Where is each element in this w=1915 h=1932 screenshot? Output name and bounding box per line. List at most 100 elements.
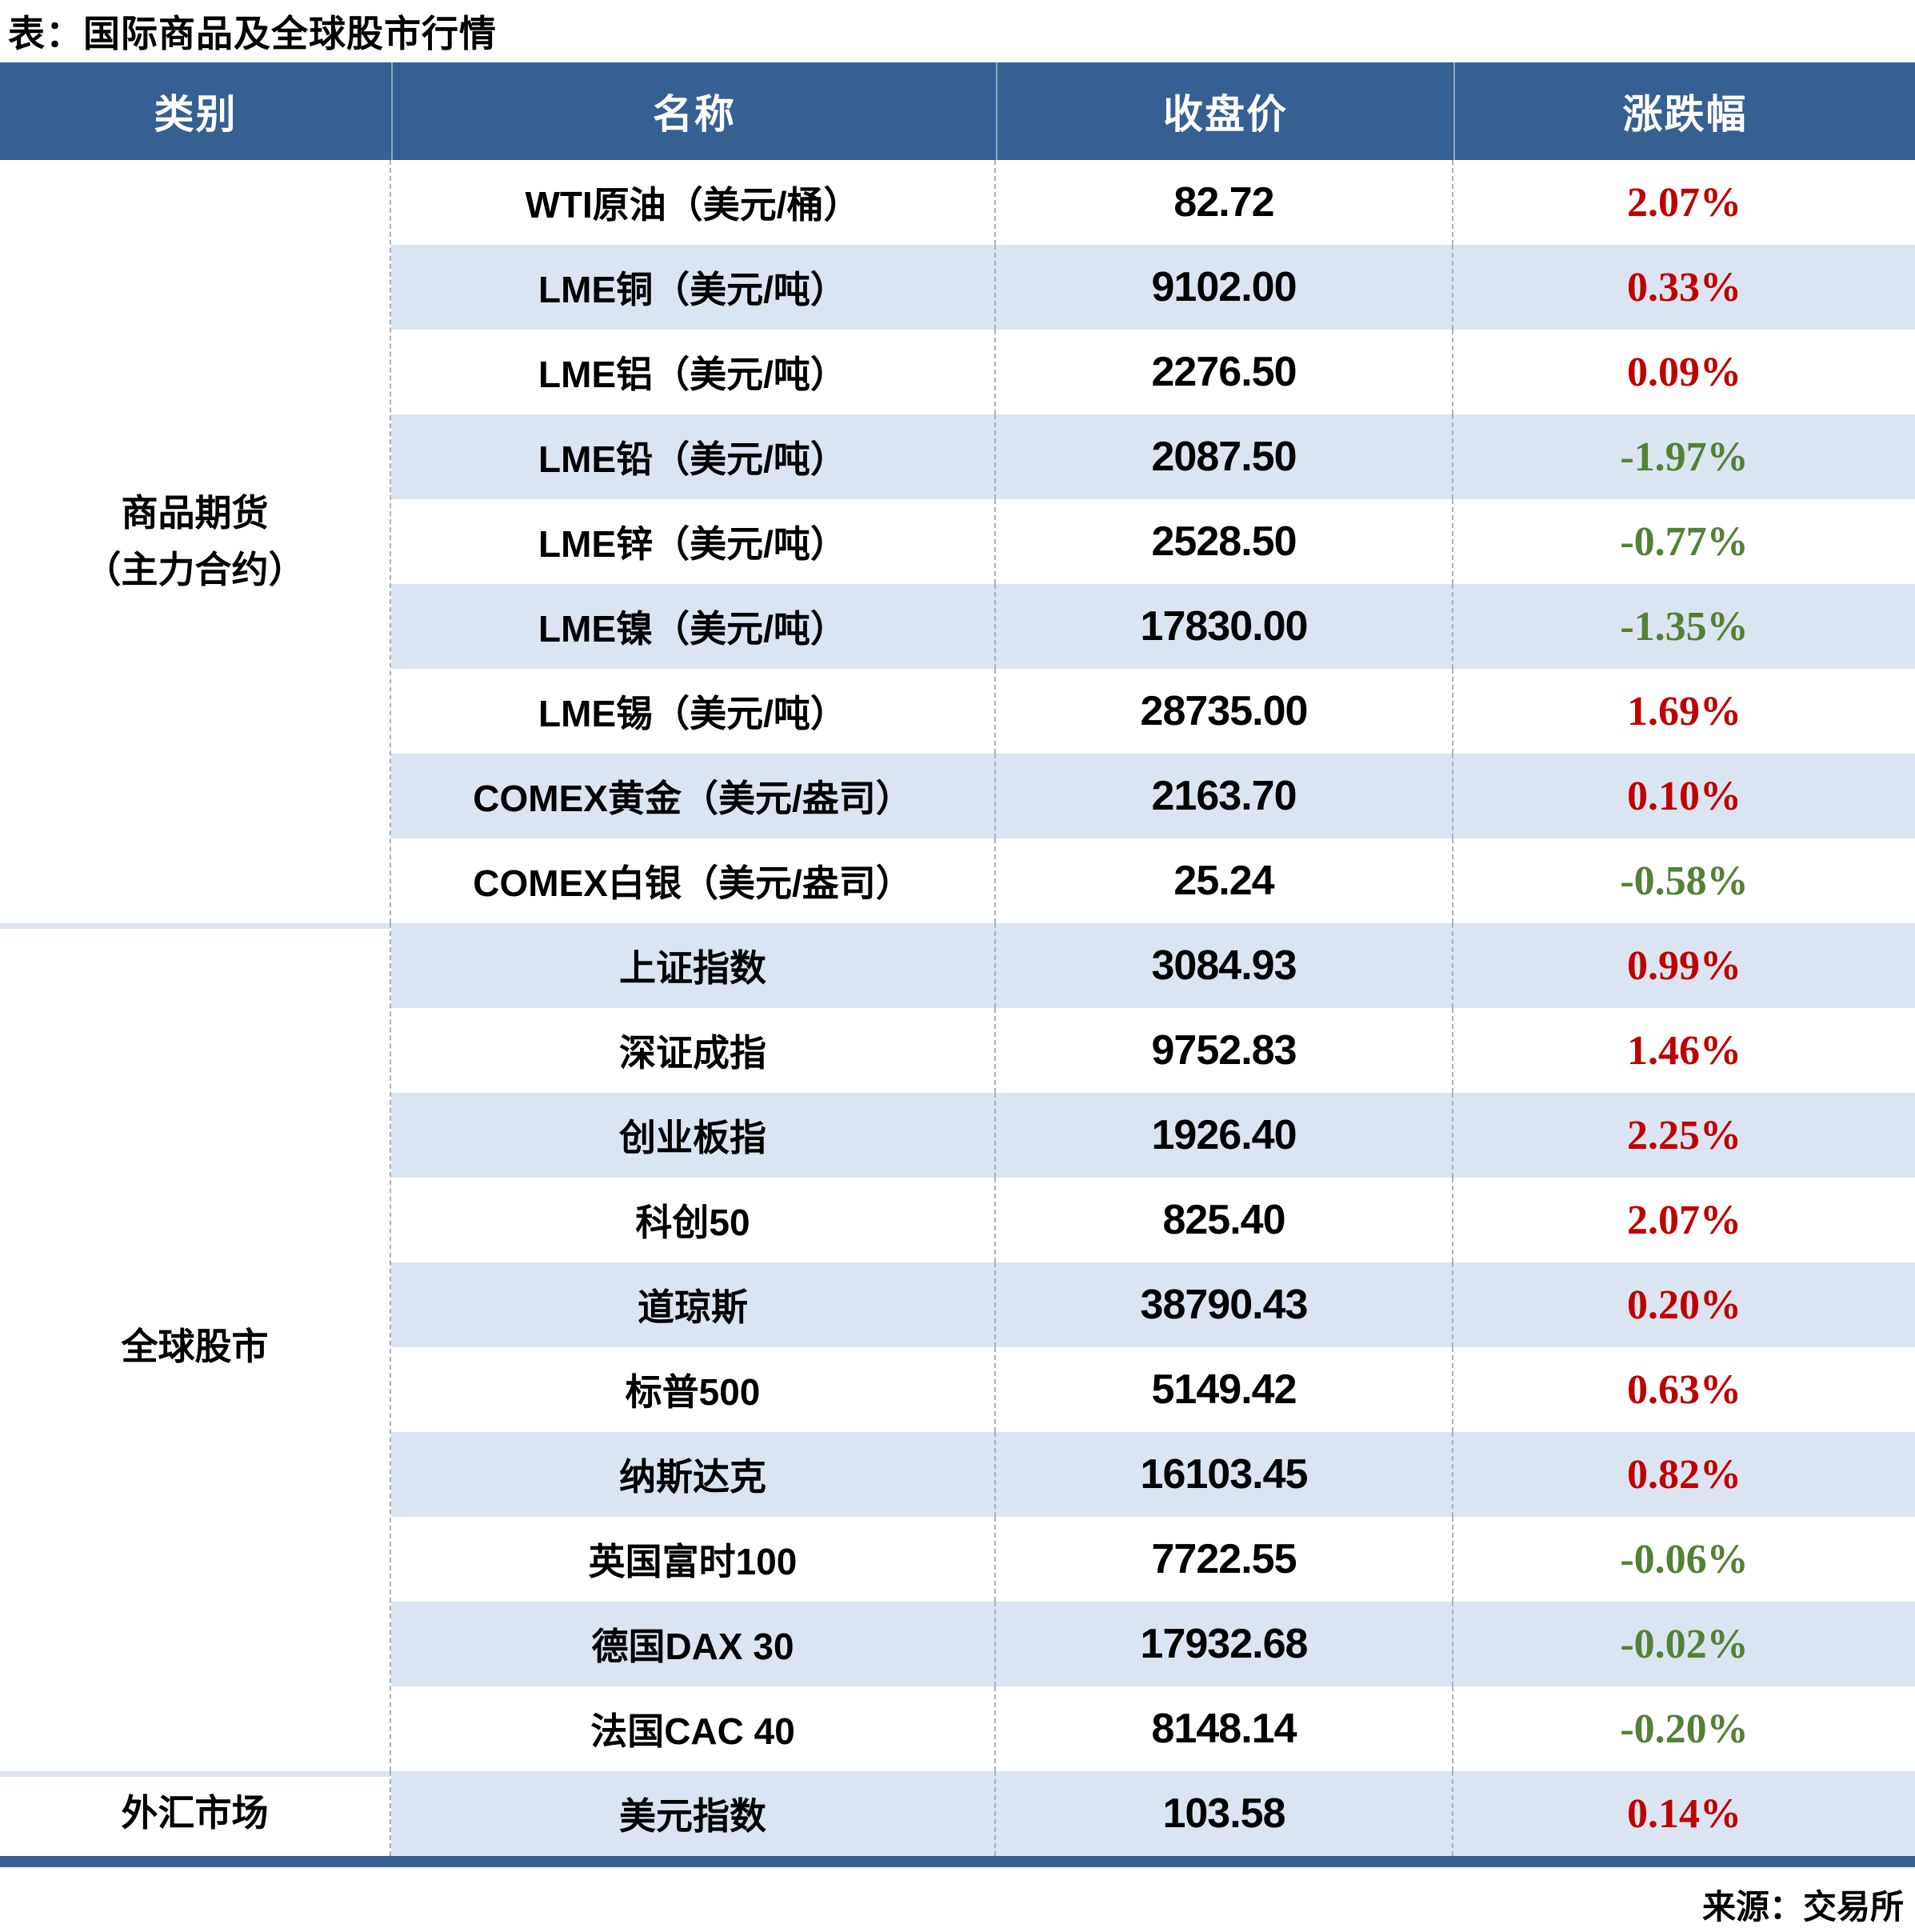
table-body: 商品期货 （主力合约） WTI原油（美元/桶） 82.72 2.07% LME铜（… [0, 160, 1915, 1856]
header-change-percent: 涨跌幅 [1453, 62, 1915, 160]
change-percent-value: 0.82% [1627, 1451, 1741, 1498]
category-cell: 外汇市场 [0, 1771, 391, 1856]
instrument-name: LME铅（美元/吨） [391, 414, 996, 499]
category-label: 外汇市场 [122, 1785, 269, 1842]
category-label: 全球股市 [122, 1318, 269, 1375]
table-row: 标普500 5149.42 0.63% [391, 1347, 1915, 1432]
instrument-name: LME铜（美元/吨） [391, 245, 996, 330]
close-price-value: 3084.93 [996, 923, 1453, 1008]
table-row: COMEX黄金（美元/盎司） 2163.70 0.10% [391, 754, 1915, 838]
table-row: LME锡（美元/吨） 28735.00 1.69% [391, 669, 1915, 754]
instrument-name: LME镍（美元/吨） [391, 584, 996, 669]
table-row: 上证指数 3084.93 0.99% [391, 923, 1915, 1008]
table-row: 科创50 825.40 2.07% [391, 1178, 1915, 1262]
close-price-value: 38790.43 [996, 1262, 1453, 1347]
section-rows: WTI原油（美元/桶） 82.72 2.07% LME铜（美元/吨） 9102.… [391, 160, 1915, 923]
instrument-name: 标普500 [391, 1347, 996, 1432]
header-close-price: 收盘价 [996, 62, 1453, 160]
close-price-value: 9752.83 [996, 1008, 1453, 1093]
close-price-value: 17830.00 [996, 584, 1453, 669]
close-price-value: 5149.42 [996, 1347, 1453, 1432]
table-row: LME铝（美元/吨） 2276.50 0.09% [391, 330, 1915, 414]
change-percent-value: -0.20% [1620, 1706, 1749, 1752]
category-cell: 全球股市 [0, 923, 391, 1771]
change-percent-value: 0.20% [1627, 1282, 1741, 1328]
table-row: LME锌（美元/吨） 2528.50 -0.77% [391, 499, 1915, 584]
change-percent-value: 1.69% [1627, 688, 1741, 734]
change-percent-value: 0.14% [1627, 1790, 1741, 1837]
close-price-value: 2163.70 [996, 754, 1453, 838]
table-section: 全球股市 上证指数 3084.93 0.99% 深证成指 9752.83 1.4… [0, 923, 1915, 1771]
change-percent-value: -1.35% [1620, 603, 1749, 650]
close-price-value: 17932.68 [996, 1602, 1453, 1686]
table-row: 英国富时100 7722.55 -0.06% [391, 1517, 1915, 1602]
close-price-value: 2087.50 [996, 414, 1453, 499]
change-percent-value: -1.97% [1620, 434, 1749, 480]
instrument-name: 科创50 [391, 1178, 996, 1262]
close-price-value: 28735.00 [996, 669, 1453, 754]
table-section: 外汇市场 美元指数 103.58 0.14% [0, 1771, 1915, 1856]
close-price-value: 825.40 [996, 1178, 1453, 1262]
table-row: WTI原油（美元/桶） 82.72 2.07% [391, 160, 1915, 245]
close-price-value: 82.72 [996, 160, 1453, 245]
section-divider-stripe [0, 1771, 390, 1777]
table-row: 纳斯达克 16103.45 0.82% [391, 1432, 1915, 1517]
change-percent-value: -0.02% [1620, 1621, 1749, 1667]
instrument-name: COMEX黄金（美元/盎司） [391, 754, 996, 838]
table-header-row: 类别 名称 收盘价 涨跌幅 [0, 62, 1915, 160]
change-percent-value: 0.63% [1627, 1366, 1741, 1413]
change-percent-value: 0.10% [1627, 773, 1741, 819]
table-row: LME铜（美元/吨） 9102.00 0.33% [391, 245, 1915, 330]
instrument-name: LME铝（美元/吨） [391, 330, 996, 414]
table-row: COMEX白银（美元/盎司） 25.24 -0.58% [391, 838, 1915, 923]
table-row: 德国DAX 30 17932.68 -0.02% [391, 1602, 1915, 1686]
category-label-line: 商品期货 [121, 491, 269, 534]
instrument-name: 德国DAX 30 [391, 1602, 996, 1686]
change-percent-value: 0.99% [1627, 942, 1741, 989]
close-price-value: 16103.45 [996, 1432, 1453, 1517]
section-rows: 美元指数 103.58 0.14% [391, 1771, 1915, 1856]
change-percent-value: 2.07% [1627, 179, 1741, 226]
change-percent-value: 0.33% [1627, 264, 1741, 310]
header-name: 名称 [391, 62, 996, 160]
change-percent-value: 2.07% [1627, 1197, 1741, 1243]
close-price-value: 103.58 [996, 1771, 1453, 1856]
section-divider-stripe [0, 923, 390, 929]
instrument-name: LME锡（美元/吨） [391, 669, 996, 754]
change-percent-value: 1.46% [1627, 1027, 1741, 1074]
instrument-name: 英国富时100 [391, 1517, 996, 1602]
table-row: 法国CAC 40 8148.14 -0.20% [391, 1686, 1915, 1771]
table-row: 道琼斯 38790.43 0.20% [391, 1262, 1915, 1347]
change-percent-value: 2.25% [1627, 1112, 1741, 1158]
close-price-value: 2528.50 [996, 499, 1453, 584]
close-price-value: 7722.55 [996, 1517, 1453, 1602]
header-category: 类别 [154, 92, 238, 137]
category-label-line: （主力合约） [84, 549, 306, 590]
change-percent-value: -0.77% [1620, 518, 1749, 565]
table-row: 美元指数 103.58 0.14% [391, 1771, 1915, 1856]
instrument-name: 纳斯达克 [391, 1432, 996, 1517]
page-title: 表：国际商品及全球股市行情 [8, 13, 497, 54]
instrument-name: 创业板指 [391, 1093, 996, 1178]
instrument-name: WTI原油（美元/桶） [391, 160, 996, 245]
table-row: 深证成指 9752.83 1.46% [391, 1008, 1915, 1093]
change-percent-value: -0.58% [1620, 858, 1749, 904]
category-cell: 商品期货 （主力合约） [0, 160, 391, 923]
table-row: LME镍（美元/吨） 17830.00 -1.35% [391, 584, 1915, 669]
change-percent-value: 0.09% [1627, 349, 1741, 395]
close-price-value: 1926.40 [996, 1093, 1453, 1178]
instrument-name: 法国CAC 40 [391, 1686, 996, 1771]
table-bottom-border [0, 1856, 1915, 1867]
instrument-name: 上证指数 [391, 923, 996, 1008]
close-price-value: 25.24 [996, 838, 1453, 923]
change-percent-value: -0.06% [1620, 1536, 1749, 1582]
close-price-value: 9102.00 [996, 245, 1453, 330]
instrument-name: COMEX白银（美元/盎司） [391, 838, 996, 923]
source-note: 来源：交易所 [1701, 1888, 1904, 1926]
category-label-line: 全球股市 [121, 1326, 269, 1368]
instrument-name: 深证成指 [391, 1008, 996, 1093]
instrument-name: 美元指数 [391, 1771, 996, 1856]
table-section: 商品期货 （主力合约） WTI原油（美元/桶） 82.72 2.07% LME铜（… [0, 160, 1915, 923]
category-label: 商品期货 （主力合约） [85, 485, 306, 599]
